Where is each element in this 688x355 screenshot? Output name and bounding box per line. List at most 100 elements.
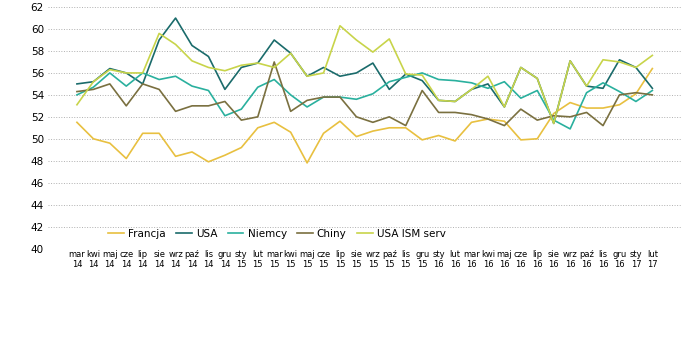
Chiny: [171, 109, 180, 114]
USA: [155, 38, 163, 42]
USA ISM serv: [270, 65, 279, 70]
USA: [533, 76, 541, 81]
USA ISM serv: [369, 50, 377, 54]
USA ISM serv: [73, 103, 81, 107]
USA ISM serv: [418, 73, 427, 77]
Chiny: [155, 87, 163, 92]
USA ISM serv: [89, 80, 98, 84]
USA ISM serv: [138, 71, 147, 75]
Niemcy: [106, 71, 114, 75]
Chiny: [303, 98, 311, 103]
USA: [336, 74, 344, 78]
Chiny: [221, 99, 229, 104]
USA: [418, 78, 427, 83]
Niemcy: [89, 85, 98, 89]
Line: Niemcy: Niemcy: [77, 73, 652, 129]
Francja: [615, 103, 623, 107]
Niemcy: [188, 84, 196, 88]
Francja: [385, 126, 394, 130]
USA ISM serv: [171, 42, 180, 47]
Francja: [89, 137, 98, 141]
USA: [286, 51, 294, 55]
Chiny: [138, 82, 147, 86]
Niemcy: [517, 96, 525, 100]
USA ISM serv: [336, 24, 344, 28]
USA ISM serv: [303, 74, 311, 78]
Francja: [566, 100, 574, 105]
Chiny: [254, 115, 262, 119]
Chiny: [122, 104, 131, 108]
Francja: [122, 157, 131, 161]
USA: [467, 87, 475, 92]
USA: [566, 59, 574, 63]
USA ISM serv: [533, 76, 541, 81]
Niemcy: [270, 77, 279, 82]
Chiny: [550, 114, 558, 118]
USA ISM serv: [204, 65, 213, 70]
Francja: [517, 138, 525, 142]
Francja: [648, 66, 656, 71]
Chiny: [402, 124, 410, 128]
USA ISM serv: [583, 84, 591, 88]
Niemcy: [286, 93, 294, 97]
Francja: [451, 139, 459, 143]
USA ISM serv: [352, 38, 361, 42]
Francja: [73, 120, 81, 125]
Niemcy: [221, 114, 229, 118]
USA: [270, 38, 279, 42]
Niemcy: [550, 118, 558, 122]
Niemcy: [369, 92, 377, 96]
Legend: Francja, USA, Niemcy, Chiny, USA ISM serv: Francja, USA, Niemcy, Chiny, USA ISM ser…: [104, 225, 450, 243]
Niemcy: [648, 88, 656, 93]
Francja: [533, 137, 541, 141]
Niemcy: [138, 71, 147, 75]
USA ISM serv: [319, 71, 327, 75]
Niemcy: [171, 74, 180, 78]
Niemcy: [122, 84, 131, 88]
USA ISM serv: [566, 59, 574, 63]
Chiny: [615, 93, 623, 97]
USA ISM serv: [632, 65, 640, 70]
Chiny: [319, 95, 327, 99]
Francja: [467, 120, 475, 125]
Niemcy: [615, 89, 623, 94]
Niemcy: [500, 80, 508, 84]
Francja: [188, 150, 196, 154]
Chiny: [517, 107, 525, 111]
Niemcy: [402, 75, 410, 80]
Chiny: [484, 117, 492, 121]
USA ISM serv: [286, 51, 294, 55]
USA ISM serv: [155, 31, 163, 36]
USA ISM serv: [254, 61, 262, 65]
Chiny: [500, 124, 508, 128]
Francja: [106, 141, 114, 145]
Chiny: [566, 115, 574, 119]
Francja: [303, 161, 311, 165]
USA ISM serv: [237, 63, 246, 67]
Niemcy: [418, 71, 427, 75]
Niemcy: [204, 88, 213, 93]
Niemcy: [237, 107, 246, 111]
USA ISM serv: [122, 71, 131, 75]
USA ISM serv: [484, 74, 492, 78]
USA: [89, 80, 98, 84]
Chiny: [286, 109, 294, 114]
Niemcy: [566, 127, 574, 131]
Francja: [599, 106, 607, 110]
Line: Chiny: Chiny: [77, 62, 652, 126]
USA: [188, 43, 196, 48]
Francja: [550, 111, 558, 116]
USA: [73, 82, 81, 86]
USA: [221, 87, 229, 92]
Chiny: [385, 115, 394, 119]
USA: [303, 74, 311, 78]
Francja: [435, 133, 443, 138]
Francja: [484, 117, 492, 121]
USA: [517, 65, 525, 70]
USA ISM serv: [599, 58, 607, 62]
USA ISM serv: [106, 67, 114, 72]
USA: [352, 71, 361, 75]
USA ISM serv: [221, 69, 229, 73]
Niemcy: [599, 81, 607, 85]
Niemcy: [583, 91, 591, 95]
